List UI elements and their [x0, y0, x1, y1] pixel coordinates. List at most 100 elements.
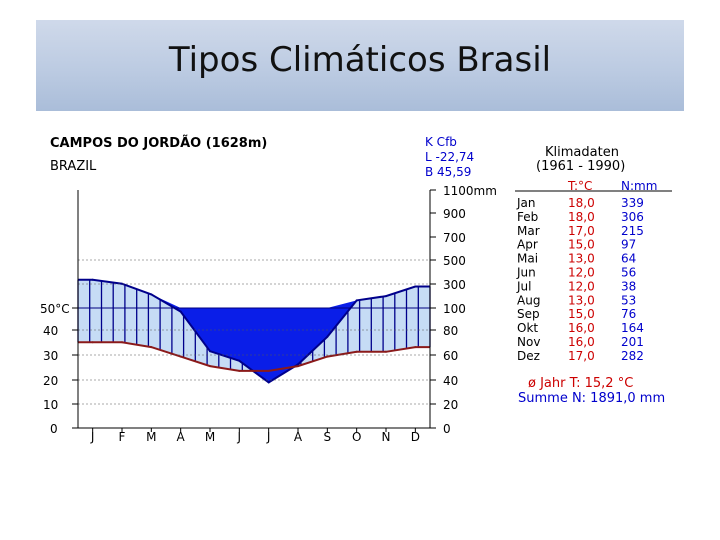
- table-month: Dez: [517, 349, 540, 363]
- right-tick-label: 300: [443, 278, 466, 292]
- table-precip: 56: [621, 266, 636, 280]
- precip-point: [355, 299, 358, 302]
- perhumid-area: [78, 279, 430, 383]
- precip-point: [297, 363, 299, 366]
- left-tick-label: 20: [43, 374, 58, 388]
- temperature-point: [355, 350, 358, 353]
- table-month: Jul: [516, 279, 531, 293]
- table-precip: 201: [621, 335, 644, 349]
- station-country: BRAZIL: [50, 159, 97, 174]
- table-precip: 97: [621, 238, 636, 252]
- table-temp: 15,0: [568, 238, 595, 252]
- temperature-point: [385, 350, 387, 353]
- month-label: J: [266, 430, 271, 444]
- title-banner: [36, 20, 684, 111]
- month-label: M: [205, 430, 215, 444]
- humid-area: [78, 279, 430, 383]
- table-month: Mai: [517, 252, 538, 266]
- temperature-point: [150, 346, 153, 349]
- temperature-point: [209, 365, 211, 368]
- precip-point: [267, 381, 270, 384]
- temperature-point: [179, 355, 182, 358]
- table-precip: 38: [621, 279, 636, 293]
- table-temp: 17,0: [568, 349, 595, 363]
- table-precip: 339: [621, 196, 644, 210]
- left-tick-label: 0: [50, 422, 58, 436]
- month-label: D: [411, 430, 420, 444]
- table-temp: 12,0: [568, 279, 595, 293]
- table-precip: 164: [621, 321, 644, 335]
- station-name: CAMPOS DO JORDÃO (1628m): [50, 135, 267, 151]
- left-tick-label: 40: [43, 324, 58, 338]
- table-header-precip: N:mm: [621, 179, 657, 193]
- temperature-point: [414, 346, 417, 349]
- month-label: S: [324, 430, 332, 444]
- month-label: O: [352, 430, 361, 444]
- table-temp: 15,0: [568, 307, 595, 321]
- slide-title: Tipos Climáticos Brasil: [168, 40, 552, 80]
- table-precip: 282: [621, 349, 644, 363]
- month-label: M: [146, 430, 156, 444]
- table-precip: 215: [621, 224, 644, 238]
- right-tick-label: 900: [443, 207, 466, 221]
- table-period: (1961 - 1990): [536, 159, 625, 174]
- month-label: A: [177, 430, 186, 444]
- left-tick-label: 50°C: [40, 302, 70, 316]
- table-temp: 16,0: [568, 335, 595, 349]
- month-label: N: [382, 430, 391, 444]
- table-temp: 16,0: [568, 321, 595, 335]
- left-tick-label: 10: [43, 398, 58, 412]
- table-temp: 12,0: [568, 266, 595, 280]
- table-month: Apr: [517, 238, 538, 252]
- precip-point: [121, 282, 123, 285]
- table-month: Jan: [516, 196, 536, 210]
- table-temp: 18,0: [568, 210, 595, 224]
- table-month: Aug: [517, 293, 540, 307]
- table-precip: 64: [621, 252, 636, 266]
- precip-point: [150, 293, 153, 296]
- table-temp: 17,0: [568, 224, 595, 238]
- precip-point: [238, 359, 241, 362]
- right-tick-label: 100: [443, 302, 466, 316]
- left-tick-label: 30: [43, 349, 58, 363]
- right-tick-label: 80: [443, 324, 458, 338]
- axes: 0 10 20 30 40 50°C 0 20 40 60 80 100 300 500 700 900 110…: [40, 184, 497, 444]
- annual-precip: Summe N: 1891,0 mm: [518, 391, 665, 406]
- precip-point: [91, 278, 94, 281]
- temperature-point: [91, 341, 94, 344]
- right-tick-label: 60: [443, 349, 458, 363]
- right-tick-label: 40: [443, 374, 458, 388]
- table-month: Sep: [517, 307, 540, 321]
- table-precip: 53: [621, 293, 636, 307]
- temperature-line: [78, 341, 430, 372]
- right-tick-label: 700: [443, 231, 466, 245]
- temperature-point: [267, 369, 270, 372]
- table-month: Okt: [517, 321, 538, 335]
- temperature-point: [238, 369, 241, 372]
- precip-point: [179, 310, 182, 313]
- precip-point: [414, 285, 417, 288]
- latitude-label: L -22,74: [425, 150, 474, 164]
- plot-area: [77, 278, 431, 384]
- precip-point: [326, 335, 329, 338]
- annual-temp: ø Jahr T: 15,2 °C: [528, 376, 633, 391]
- month-label: J: [237, 430, 242, 444]
- month-label: A: [294, 430, 303, 444]
- right-tick-label: 500: [443, 254, 466, 268]
- table-month: Nov: [517, 335, 540, 349]
- table-month: Feb: [517, 210, 538, 224]
- table-precip: 306: [621, 210, 644, 224]
- month-label: J: [90, 430, 95, 444]
- koppen-class: K Cfb: [425, 135, 457, 149]
- table-month: Mar: [517, 224, 540, 238]
- table-temp: 13,0: [568, 252, 595, 266]
- temperature-point: [326, 355, 329, 358]
- month-label: F: [119, 430, 126, 444]
- longitude-label: B 45,59: [425, 165, 471, 179]
- precip-point: [385, 295, 387, 298]
- climate-table: Jan 18,0 339 Feb 18,0 306 Mar 17,0 215 Apr 15,0 97 M…: [516, 196, 644, 363]
- table-title: Klimadaten: [545, 145, 619, 160]
- right-tick-label: 20: [443, 398, 458, 412]
- table-temp: 18,0: [568, 196, 595, 210]
